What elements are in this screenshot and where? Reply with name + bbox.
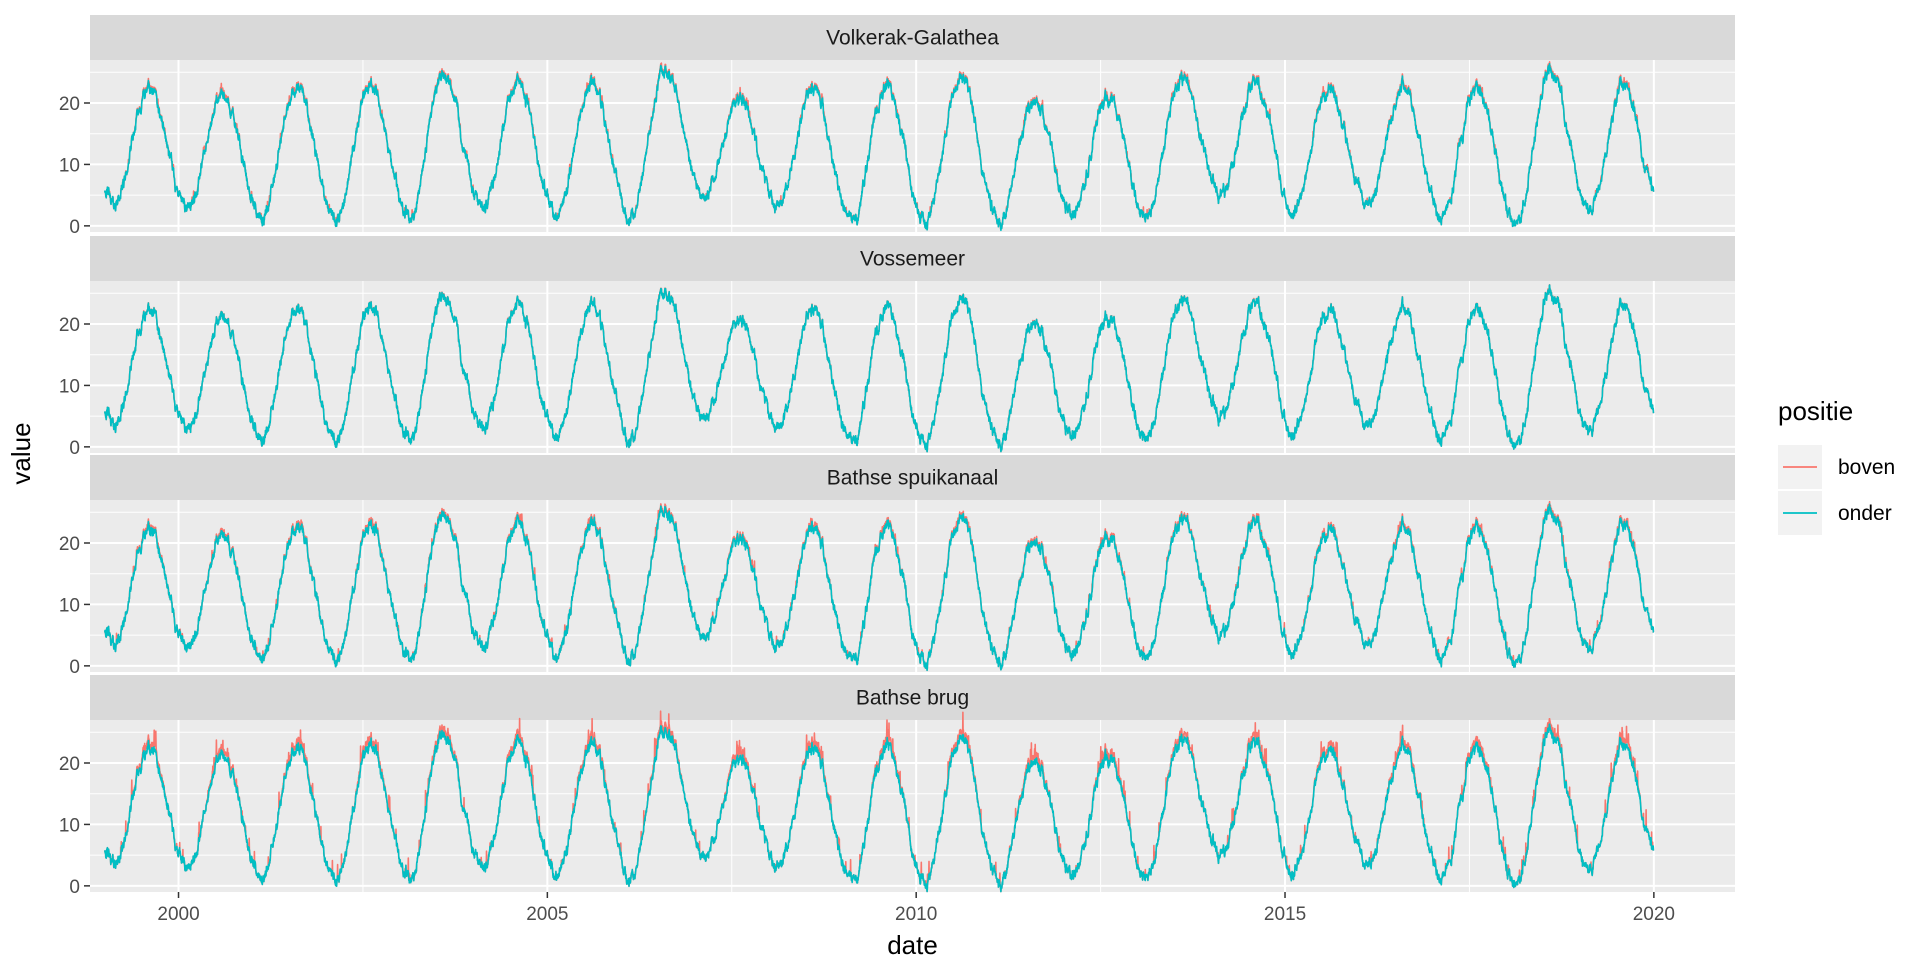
x-axis: 2000 2005 2010 2015 2020 [157, 892, 1675, 925]
facet-strip [90, 675, 1735, 720]
y-tick-label: 0 [69, 657, 80, 678]
facet-panel: Vossemeer 0 10 20 [59, 236, 1735, 459]
y-tick-label: 20 [59, 94, 80, 115]
facet-panel: Bathse spuikanaal 0 10 20 [59, 455, 1735, 678]
y-tick-label: 0 [69, 217, 80, 238]
facet-panels: Volkerak-Galathea01020Vossemeer01020Bath… [59, 15, 1735, 898]
series-line-onder [104, 503, 1655, 672]
facet-strip-label: Bathse brug [856, 687, 969, 710]
y-tick-label: 20 [59, 534, 80, 555]
facet-strip-label: Bathse spuikanaal [827, 467, 999, 490]
y-tick-label: 10 [59, 815, 80, 836]
y-tick-label: 20 [59, 754, 80, 775]
y-tick-label: 10 [59, 376, 80, 397]
panel-background [90, 720, 1735, 892]
facet-strip [90, 455, 1735, 500]
y-tick-label: 10 [59, 595, 80, 616]
facet-panel: Bathse brug 0 10 20 [59, 675, 1735, 898]
legend: positie boven onder [1778, 396, 1895, 535]
x-axis-title: date [887, 930, 938, 960]
panel-background [90, 500, 1735, 672]
series-line-onder [104, 284, 1655, 453]
x-tick-label: 2020 [1633, 904, 1675, 925]
panel-background [90, 60, 1735, 232]
x-tick-label: 2000 [157, 904, 199, 925]
y-axis-title: value [6, 422, 36, 484]
y-tick-label: 20 [59, 315, 80, 336]
facet-strip [90, 15, 1735, 60]
x-tick-label: 2015 [1264, 904, 1306, 925]
facet-panel: Volkerak-Galathea 0 10 20 [59, 15, 1735, 238]
y-tick-label: 0 [69, 877, 80, 898]
legend-label: boven [1838, 456, 1895, 479]
legend-label: onder [1838, 502, 1892, 525]
legend-title: positie [1778, 396, 1853, 426]
y-tick-label: 10 [59, 155, 80, 176]
panel-background [90, 281, 1735, 453]
y-tick-label: 0 [69, 438, 80, 459]
series-line-onder [104, 63, 1655, 232]
x-tick-label: 2005 [526, 904, 568, 925]
facet-strip-label: Vossemeer [860, 248, 965, 271]
x-tick-label: 2010 [895, 904, 937, 925]
series-line-onder [104, 723, 1655, 893]
facet-strip-label: Volkerak-Galathea [826, 27, 999, 50]
facet-strip [90, 236, 1735, 281]
